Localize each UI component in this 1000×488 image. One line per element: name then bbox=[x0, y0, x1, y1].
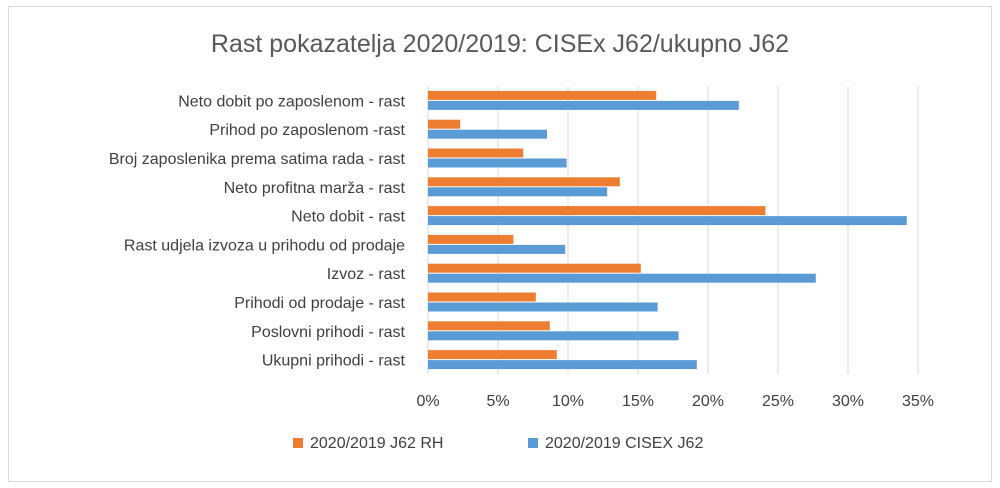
x-axis-tick-labels: 0% 5% 10% 15% 20% 25% 30% 35% bbox=[416, 393, 934, 410]
bar-j62-rh bbox=[428, 119, 461, 129]
x-tick-label: 25% bbox=[762, 393, 794, 410]
x-tick-label: 10% bbox=[552, 393, 584, 410]
x-tick-label: 20% bbox=[692, 393, 724, 410]
chart-area bbox=[8, 6, 992, 482]
bar-cisex-j62 bbox=[428, 129, 547, 139]
legend-label: 2020/2019 CISEX J62 bbox=[545, 435, 703, 452]
bar-j62-rh bbox=[428, 206, 766, 216]
x-tick-label: 5% bbox=[486, 393, 509, 410]
category-label: Neto dobit - rast bbox=[291, 209, 405, 226]
category-label: Poslovni prihodi - rast bbox=[251, 324, 405, 341]
bar-j62-rh bbox=[428, 263, 641, 273]
category-label: Rast udjela izvoza u prihodu od prodaje bbox=[124, 237, 405, 254]
category-label: Broj zaposlenika prema satima rada - ras… bbox=[109, 151, 406, 168]
bar-j62-rh bbox=[428, 292, 536, 302]
bar-cisex-j62 bbox=[428, 100, 739, 110]
bar-j62-rh bbox=[428, 148, 524, 158]
bar-j62-rh bbox=[428, 350, 557, 360]
x-tick-label: 0% bbox=[416, 393, 439, 410]
x-tick-label: 15% bbox=[622, 393, 654, 410]
legend-swatch bbox=[528, 438, 538, 448]
bar-j62-rh bbox=[428, 321, 550, 331]
bar-cisex-j62 bbox=[428, 273, 816, 283]
gridlines bbox=[427, 86, 919, 374]
legend-label: 2020/2019 J62 RH bbox=[310, 435, 443, 452]
category-label: Neto dobit po zaposlenom - rast bbox=[178, 93, 405, 110]
bar-j62-rh bbox=[428, 90, 657, 100]
bar-j62-rh bbox=[428, 234, 514, 244]
bar-j62-rh bbox=[428, 177, 620, 187]
category-label: Ukupni prihodi - rast bbox=[262, 353, 406, 370]
bar-cisex-j62 bbox=[428, 331, 679, 341]
legend-swatch bbox=[293, 438, 303, 448]
category-label: Prihod po zaposlenom -rast bbox=[209, 122, 405, 139]
bar-cisex-j62 bbox=[428, 158, 567, 168]
bar-cisex-j62 bbox=[428, 216, 907, 226]
chart-title: Rast pokazatelja 2020/2019: CISEx J62/uk… bbox=[211, 30, 789, 58]
x-tick-label: 30% bbox=[832, 393, 864, 410]
x-tick-label: 35% bbox=[902, 393, 934, 410]
category-label: Izvoz - rast bbox=[327, 266, 406, 283]
category-label: Neto profitna marža - rast bbox=[224, 180, 406, 197]
category-labels: Neto dobit po zaposlenom - rast Prihod po… bbox=[109, 93, 406, 369]
bar-cisex-j62 bbox=[428, 360, 697, 370]
legend: 2020/2019 J62 RH 2020/2019 CISEX J62 bbox=[293, 435, 703, 452]
bar-cisex-j62 bbox=[428, 244, 566, 254]
bar-cisex-j62 bbox=[428, 187, 608, 197]
bars bbox=[428, 90, 907, 370]
category-label: Prihodi od prodaje - rast bbox=[234, 295, 405, 312]
bar-cisex-j62 bbox=[428, 302, 658, 312]
